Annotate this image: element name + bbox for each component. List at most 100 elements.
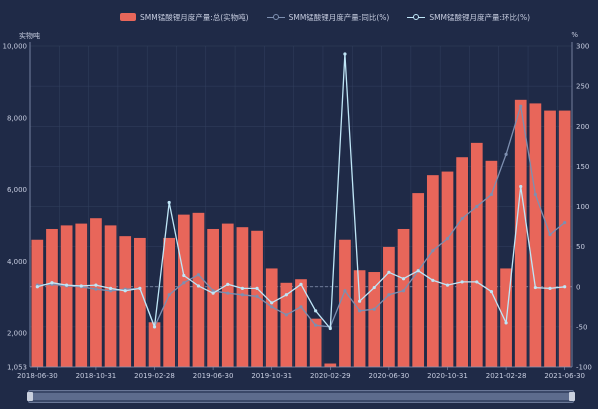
bar-2019-12-31 — [295, 279, 307, 367]
point-yoy-2020-06-30 — [387, 293, 391, 297]
point-yoy-2020-04-30 — [357, 309, 362, 313]
right-tick-label: 300 — [576, 43, 589, 51]
point-mom-2019-05-31 — [196, 284, 201, 288]
point-yoy-2020-10-31 — [445, 237, 450, 241]
point-mom-2020-02-29 — [328, 326, 332, 331]
bar-2018-10-31 — [90, 218, 102, 367]
bar-2019-09-30 — [251, 230, 263, 367]
legend-label-mom: SMM锰酸锂月度产量:环比(%) — [429, 12, 531, 22]
point-mom-2019-10-31 — [270, 301, 274, 305]
x-tick-label: 2019-02-28 — [134, 372, 175, 380]
point-yoy-2021-04-30 — [533, 192, 537, 197]
point-mom-2019-07-31 — [226, 282, 230, 286]
legend-label-yoy: SMM锰酸锂月度产量:同比(%) — [288, 12, 390, 22]
point-yoy-2019-07-31 — [226, 291, 230, 295]
x-tick-label: 2021-06-30 — [544, 372, 585, 380]
x-tick-label: 2019-06-30 — [193, 372, 234, 380]
point-yoy-2019-10-31 — [270, 305, 274, 309]
bar-2018-11-30 — [104, 225, 117, 367]
bar-series — [31, 99, 571, 367]
left-tick-label: 1,053 — [7, 364, 27, 372]
point-mom-2018-06-30 — [35, 285, 39, 289]
point-mom-2020-08-31 — [416, 269, 420, 273]
scrollbar-left-handle[interactable] — [27, 392, 33, 401]
point-yoy-2021-06-30 — [563, 220, 567, 225]
bar-2020-12-31 — [470, 142, 483, 367]
legend-label-total: SMM锰酸锂月度产量:总(实物吨) — [140, 12, 249, 22]
left-tick-label: 6,000 — [7, 186, 27, 194]
point-yoy-2019-11-30 — [284, 313, 288, 317]
point-mom-2020-07-31 — [401, 277, 406, 281]
right-tick-label: 100 — [576, 203, 589, 211]
point-yoy-2021-05-31 — [548, 232, 552, 237]
legend-swatch-mom — [407, 13, 426, 21]
point-mom-2021-02-28 — [504, 321, 508, 325]
right-tick-label: 0 — [576, 283, 580, 291]
point-mom-2018-10-31 — [94, 283, 98, 287]
point-yoy-2020-12-31 — [475, 204, 479, 209]
point-mom-2018-09-30 — [79, 284, 83, 288]
bar-2021-01-31 — [485, 160, 498, 367]
scrollbar-right-handle[interactable] — [569, 392, 575, 401]
bar-2019-03-31 — [163, 237, 176, 367]
bar-2018-07-31 — [46, 228, 58, 367]
line-series — [35, 52, 567, 331]
point-mom-2020-06-30 — [387, 270, 391, 274]
bar-2018-09-30 — [75, 223, 88, 367]
bar-2020-04-30 — [353, 270, 366, 367]
legend-item-total[interactable]: SMM锰酸锂月度产量:总(实物吨) — [120, 12, 249, 23]
right-tick-label: -50 — [576, 323, 587, 331]
left-tick-label: 4,000 — [7, 258, 27, 266]
x-tick-label: 2020-06-30 — [369, 372, 410, 380]
bar-2021-03-31 — [514, 99, 527, 367]
point-mom-2019-09-30 — [255, 286, 259, 290]
bar-2019-04-30 — [177, 214, 190, 367]
point-yoy-2019-08-31 — [240, 293, 245, 297]
bar-2021-05-31 — [544, 110, 556, 367]
point-yoy-2020-07-31 — [401, 289, 406, 293]
bar-2019-08-31 — [236, 227, 249, 367]
point-yoy-2021-02-28 — [504, 152, 508, 156]
legend-swatch-total — [120, 13, 136, 21]
point-mom-2020-10-31 — [445, 283, 450, 287]
point-mom-2019-01-31 — [138, 286, 142, 290]
point-yoy-2020-09-30 — [431, 249, 435, 253]
point-mom-2020-12-31 — [475, 280, 479, 284]
point-yoy-2019-03-31 — [167, 293, 171, 297]
point-yoy-2020-11-30 — [460, 216, 464, 221]
point-mom-2019-06-30 — [211, 291, 215, 295]
data-zoom-scrollbar[interactable] — [27, 390, 575, 403]
point-yoy-2019-06-30 — [211, 289, 215, 293]
point-yoy-2019-04-30 — [182, 281, 186, 285]
chart-legend: SMM锰酸锂月度产量:总(实物吨) SMM锰酸锂月度产量:同比(%) SMM锰酸… — [120, 9, 588, 25]
bar-2019-05-31 — [192, 212, 205, 367]
point-mom-2020-05-31 — [372, 285, 376, 290]
point-yoy-2018-10-31 — [94, 287, 98, 291]
legend-item-mom[interactable]: SMM锰酸锂月度产量:环比(%) — [407, 12, 530, 23]
point-mom-2021-01-31 — [489, 289, 494, 294]
point-mom-2019-03-31 — [167, 200, 171, 205]
bar-2020-07-31 — [397, 228, 410, 367]
bar-2019-07-31 — [221, 223, 234, 367]
bar-2019-10-31 — [265, 268, 278, 367]
point-yoy-2020-05-31 — [372, 307, 376, 311]
point-mom-2021-05-31 — [548, 286, 552, 290]
bar-2019-01-31 — [134, 237, 146, 367]
bar-2018-06-30 — [31, 239, 44, 367]
legend-item-yoy[interactable]: SMM锰酸锂月度产量:同比(%) — [266, 12, 390, 23]
x-tick-label: 2019-10-31 — [251, 372, 292, 380]
bar-2019-11-30 — [280, 282, 293, 367]
point-mom-2018-07-31 — [50, 281, 54, 285]
point-mom-2018-08-31 — [65, 283, 69, 287]
right-axis-unit: % — [571, 31, 578, 39]
right-tick-label: -100 — [576, 364, 592, 372]
legend-swatch-yoy — [266, 13, 285, 21]
x-tick-label: 2020-02-29 — [310, 372, 351, 380]
bar-2020-10-31 — [441, 171, 454, 367]
x-tick-label: 2020-10-31 — [427, 372, 468, 380]
scrollbar-thumb[interactable] — [31, 393, 571, 400]
point-yoy-2021-01-31 — [489, 192, 494, 197]
point-mom-2019-02-28 — [152, 325, 157, 329]
bar-2018-08-31 — [60, 225, 73, 367]
point-mom-2020-03-31 — [343, 52, 347, 56]
